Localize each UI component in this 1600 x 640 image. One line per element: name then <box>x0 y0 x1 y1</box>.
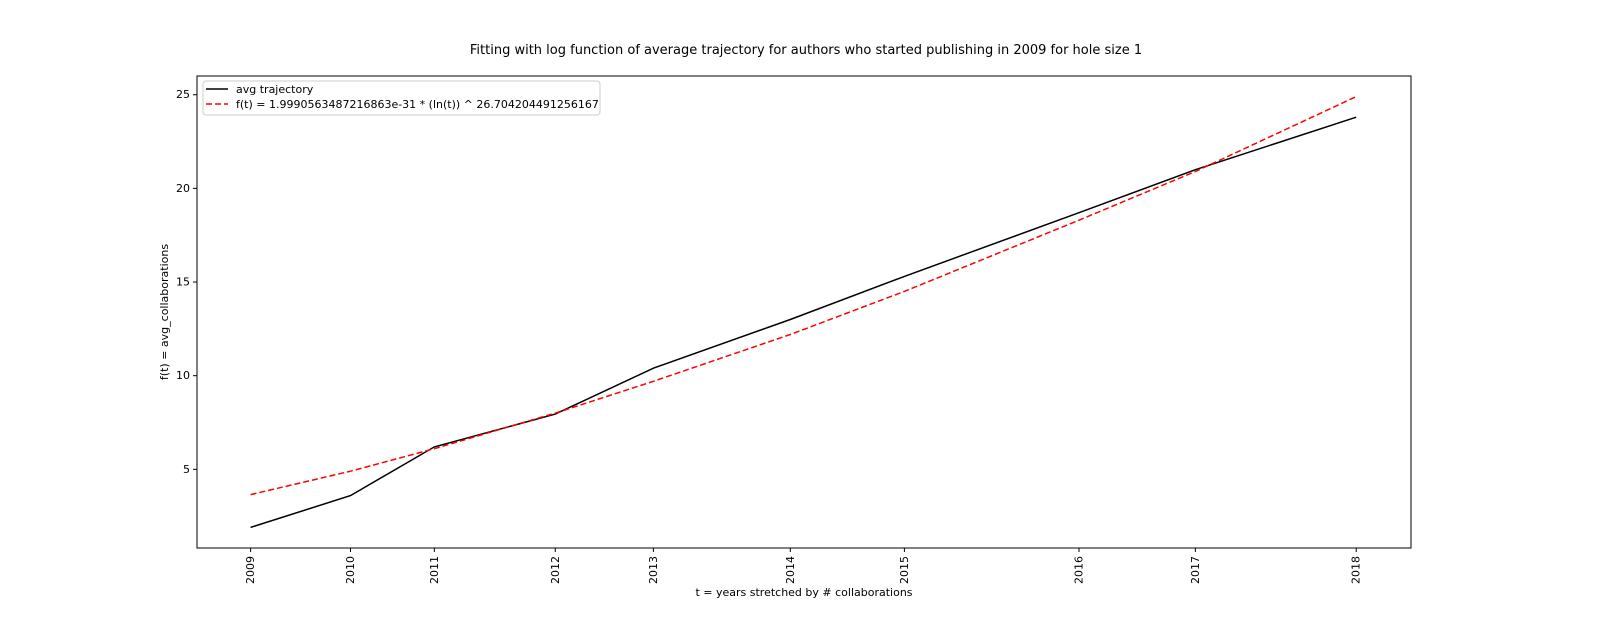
series-line-fit <box>250 95 1357 496</box>
x-axis: 2009 2010 2011 2012 2013 2014 2015 2016 2017 2018 <box>244 548 1363 584</box>
x-tick-label: 2010 <box>344 556 357 584</box>
x-tick-label: 2013 <box>647 556 660 584</box>
x-axis-label: t = years stretched by # collaborations <box>695 586 912 599</box>
y-tick-label: 20 <box>176 182 190 195</box>
plot-area-frame <box>196 75 1412 549</box>
x-tick-label: 2017 <box>1189 556 1202 584</box>
x-tick-label: 2009 <box>244 556 257 584</box>
y-tick-label: 5 <box>183 463 190 476</box>
legend: avg trajectory f(t) = 1.9990563487216863… <box>202 80 601 116</box>
y-axis-label: f(t) = avg_collaborations <box>158 244 171 380</box>
y-axis: 5 10 15 20 25 <box>176 88 197 476</box>
y-tick-label: 25 <box>176 88 190 101</box>
x-tick-label: 2018 <box>1350 556 1363 584</box>
y-tick-label: 15 <box>176 276 190 289</box>
x-tick-label: 2016 <box>1072 556 1085 584</box>
legend-label-fit: f(t) = 1.9990563487216863e-31 * (ln(t)) … <box>236 98 599 111</box>
x-tick-label: 2011 <box>428 556 441 584</box>
legend-label-avg-trajectory: avg trajectory <box>236 83 314 96</box>
series-layer <box>250 95 1357 529</box>
series-line-avg-trajectory <box>250 116 1357 529</box>
x-tick-label: 2015 <box>898 556 911 584</box>
x-tick-label: 2012 <box>549 556 562 584</box>
chart-title: Fitting with log function of average tra… <box>470 43 1142 58</box>
y-tick-label: 10 <box>176 369 190 382</box>
x-tick-label: 2014 <box>784 556 797 584</box>
legend-box <box>202 80 601 116</box>
